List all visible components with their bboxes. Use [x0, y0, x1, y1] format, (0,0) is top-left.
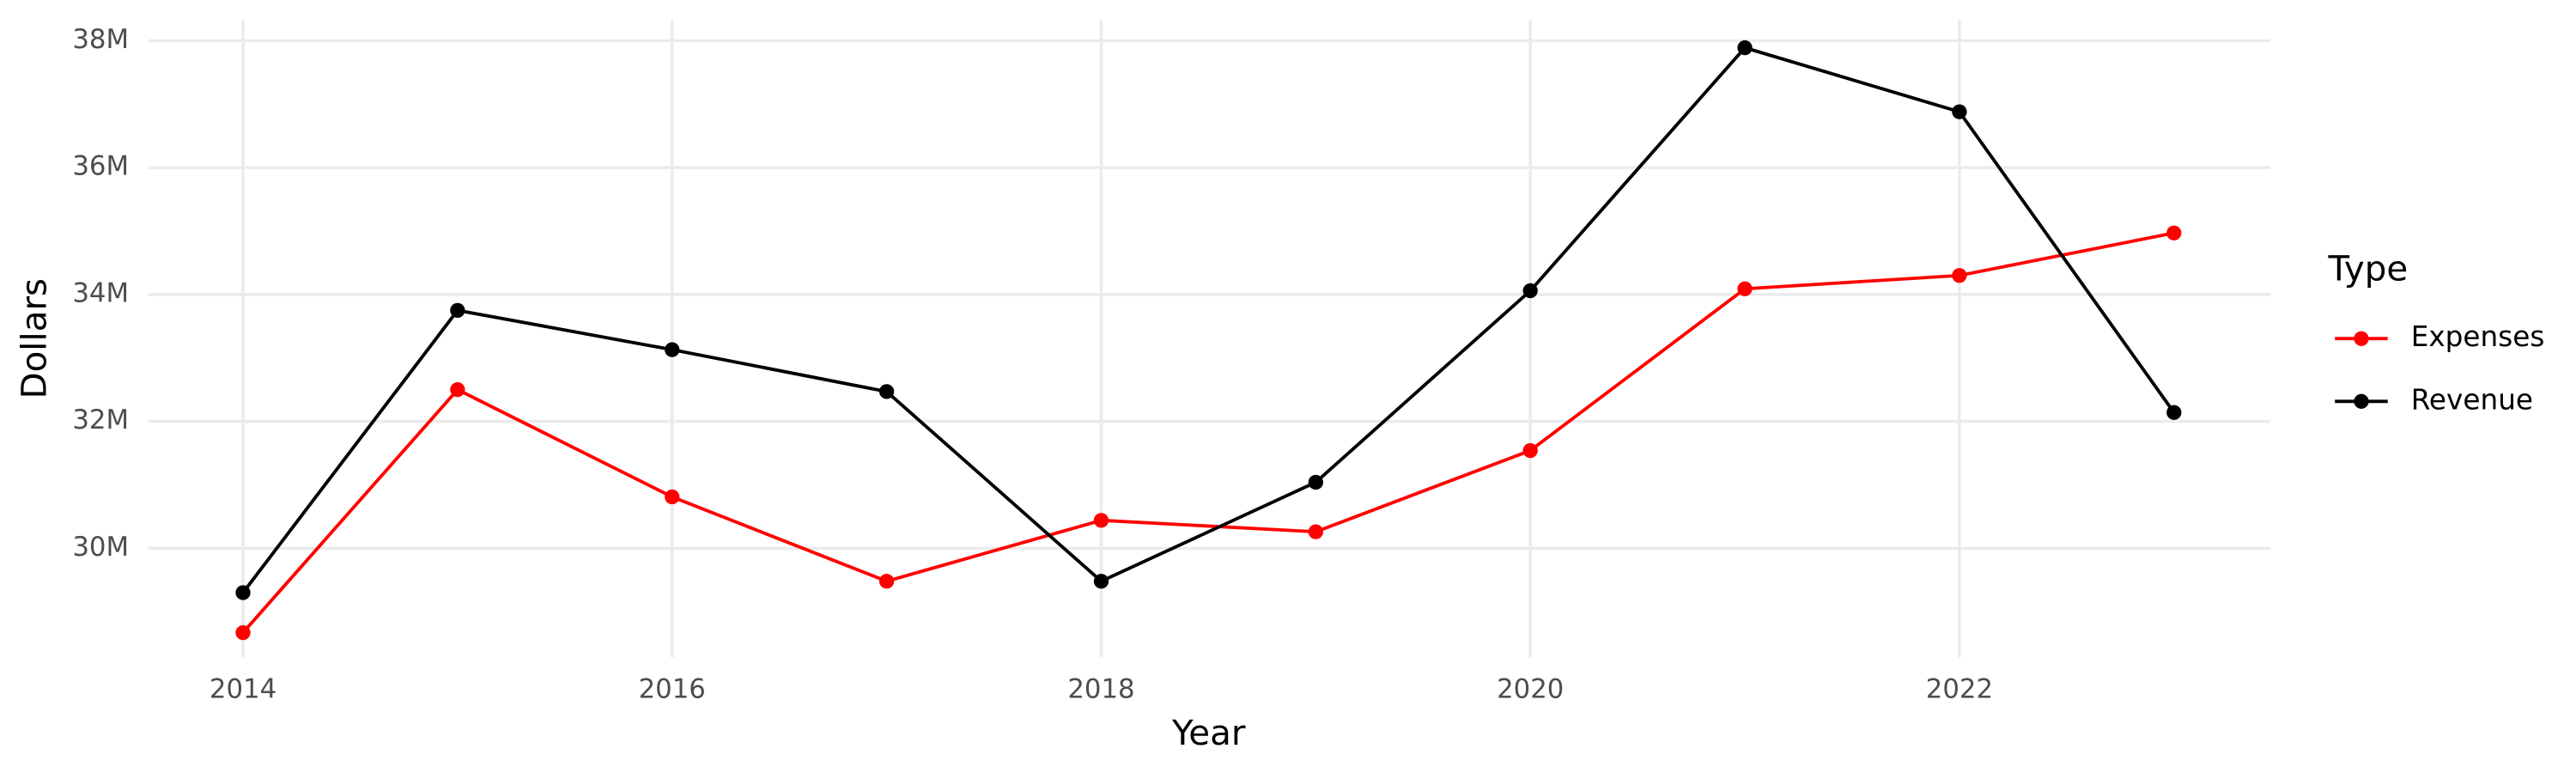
y-axis-title: Dollars — [14, 278, 54, 399]
series-line — [241, 46, 2176, 594]
data-point — [1308, 524, 1323, 539]
data-point — [1737, 281, 1753, 296]
data-point — [235, 624, 251, 641]
y-tick-label: 38M — [72, 24, 129, 55]
x-tick-label: 2018 — [1067, 673, 1134, 704]
data-point — [1737, 40, 1753, 56]
data-point — [1952, 104, 1967, 119]
x-axis-title: Year — [1171, 713, 1246, 753]
data-point — [1522, 442, 1538, 459]
data-point — [878, 574, 895, 589]
y-tick-label: 36M — [72, 151, 129, 182]
data-point — [2166, 225, 2182, 240]
data-point — [450, 302, 465, 319]
legend-label: Expenses — [2411, 320, 2545, 353]
data-point — [450, 382, 465, 398]
legend-key — [2354, 331, 2369, 346]
legend-title: Type — [2328, 248, 2409, 289]
x-tick-label: 2014 — [210, 673, 276, 704]
legend-key — [2354, 393, 2369, 409]
data-point — [235, 585, 251, 600]
data-point — [665, 342, 680, 357]
data-point — [2166, 405, 2182, 420]
x-tick-label: 2016 — [639, 673, 706, 704]
x-tick-label: 2020 — [1497, 673, 1564, 704]
x-tick-label: 2022 — [1926, 673, 1993, 704]
data-point — [1308, 474, 1323, 490]
y-tick-label: 34M — [72, 277, 129, 308]
data-point — [665, 489, 680, 505]
data-point — [1952, 268, 1967, 283]
y-tick-label: 30M — [72, 532, 129, 563]
y-tick-label: 32M — [72, 405, 129, 435]
data-point — [878, 384, 895, 399]
legend-label: Revenue — [2411, 383, 2533, 416]
data-point — [1522, 283, 1538, 299]
data-point — [1093, 574, 1109, 589]
data-point — [1093, 513, 1109, 528]
series-line — [241, 231, 2175, 634]
